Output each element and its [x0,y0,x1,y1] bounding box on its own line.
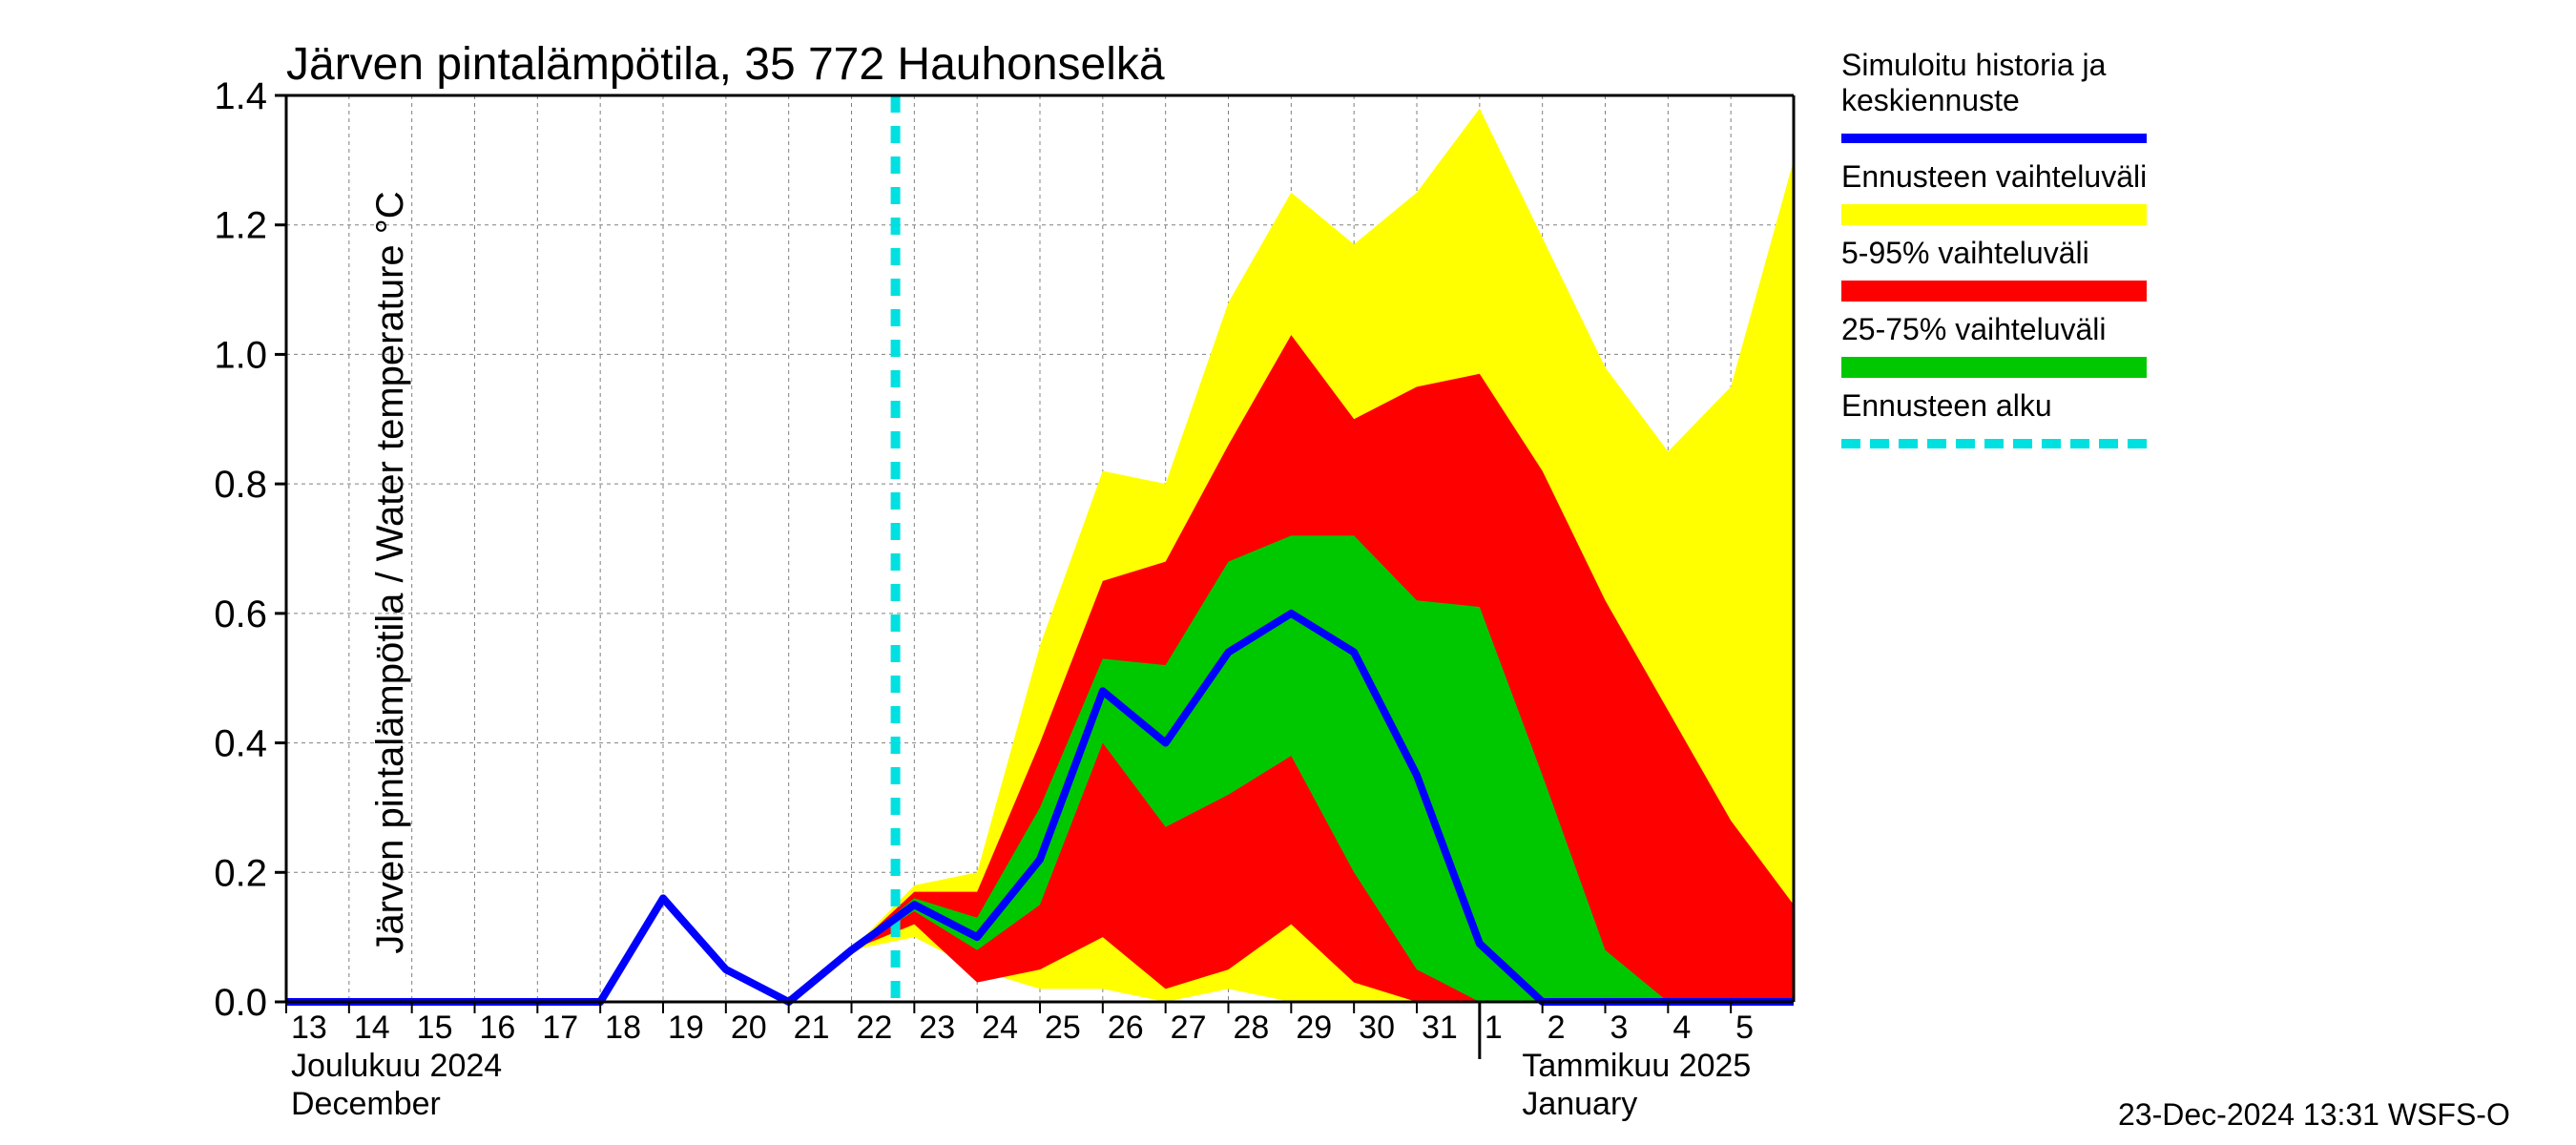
legend-item: 25-75% vaihteluväli [1841,312,2147,383]
svg-text:Tammikuu 2025: Tammikuu 2025 [1522,1048,1751,1084]
svg-text:16: 16 [480,1010,516,1046]
svg-text:29: 29 [1296,1010,1332,1046]
svg-text:20: 20 [731,1010,767,1046]
y-axis-label: Järven pintalämpötila / Water temperatur… [369,191,412,953]
svg-text:0.4: 0.4 [214,723,267,765]
legend-label: Ennusteen alku [1841,388,2147,424]
svg-text:26: 26 [1108,1010,1144,1046]
svg-text:January: January [1522,1086,1637,1122]
svg-text:25: 25 [1045,1010,1081,1046]
legend: Simuloitu historia jakeskiennuste Ennuste… [1841,48,2147,465]
legend-label: Ennusteen vaihteluväli [1841,159,2147,195]
svg-text:30: 30 [1359,1010,1395,1046]
legend-label: 5-95% vaihteluväli [1841,236,2147,271]
svg-text:23: 23 [919,1010,955,1046]
legend-swatch [1841,204,2147,225]
svg-text:1.0: 1.0 [214,334,267,376]
legend-dashline [1841,439,2147,448]
legend-item: Ennusteen vaihteluväli [1841,159,2147,230]
svg-text:22: 22 [857,1010,893,1046]
svg-text:1.2: 1.2 [214,205,267,247]
svg-text:0.6: 0.6 [214,593,267,635]
svg-text:5: 5 [1735,1010,1754,1046]
legend-label: Simuloitu historia ja [1841,48,2147,83]
legend-item: Ennusteen alku [1841,388,2147,459]
svg-text:0.2: 0.2 [214,852,267,894]
svg-text:18: 18 [605,1010,641,1046]
svg-text:14: 14 [354,1010,390,1046]
legend-label: 25-75% vaihteluväli [1841,312,2147,347]
footer-timestamp: 23-Dec-2024 13:31 WSFS-O [2118,1097,2510,1133]
svg-text:3: 3 [1610,1010,1629,1046]
chart-container: Järven pintalämpötila / Water temperatur… [0,0,2576,1145]
legend-swatch [1841,357,2147,378]
svg-text:4: 4 [1672,1010,1691,1046]
svg-text:0.8: 0.8 [214,464,267,506]
legend-label: keskiennuste [1841,83,2147,118]
svg-text:28: 28 [1234,1010,1270,1046]
svg-text:13: 13 [291,1010,327,1046]
svg-text:2: 2 [1548,1010,1566,1046]
svg-text:21: 21 [794,1010,830,1046]
svg-text:1: 1 [1485,1010,1503,1046]
legend-item: 5-95% vaihteluväli [1841,236,2147,306]
svg-text:24: 24 [982,1010,1018,1046]
svg-text:December: December [291,1086,441,1122]
svg-text:1.4: 1.4 [214,75,267,117]
svg-text:17: 17 [542,1010,578,1046]
svg-text:19: 19 [668,1010,704,1046]
svg-text:15: 15 [417,1010,453,1046]
chart-title: Järven pintalämpötila, 35 772 Hauhonselk… [286,38,1165,91]
legend-swatch [1841,281,2147,302]
legend-item: Simuloitu historia jakeskiennuste [1841,48,2147,154]
svg-text:Joulukuu 2024: Joulukuu 2024 [291,1048,502,1084]
legend-line [1841,134,2147,143]
svg-text:31: 31 [1422,1010,1458,1046]
svg-text:27: 27 [1171,1010,1207,1046]
svg-text:0.0: 0.0 [214,982,267,1024]
